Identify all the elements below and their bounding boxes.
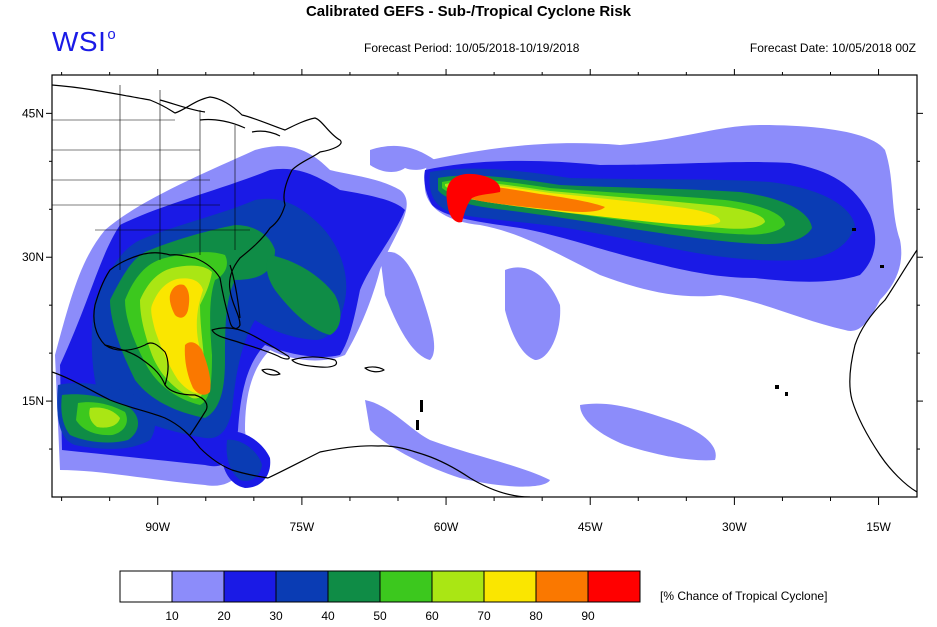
lat-label: 15N [22,394,44,408]
yucatan-border [104,344,166,386]
lat-label: 30N [22,250,44,264]
africa-coast [849,249,917,493]
chart-title: Calibrated GEFS - Sub-/Tropical Cyclone … [305,3,632,20]
legend-tick-label: 70 [477,609,491,623]
lat-label: 45N [22,106,44,120]
legend-swatch [119,570,173,603]
florida [229,264,241,319]
legend-swatch [483,570,537,603]
forecast-period: Forecast Period: 10/05/2018-10/19/2018 [364,41,580,55]
mexico-coast [93,304,208,436]
risk-contours [55,125,902,488]
legend-swatch [171,570,225,603]
forecast-date: Forecast Date: 10/05/2018 00Z [749,41,916,55]
small-islands [416,228,884,430]
legend-tick-label: 20 [217,609,231,623]
great-lakes [159,99,281,137]
contour-90 [446,173,501,223]
lon-label: 45W [578,520,603,534]
lon-label: 15W [866,520,891,534]
map-frame [51,74,918,498]
logo-mark: o [107,26,117,43]
us-east-coast [52,84,342,329]
state-borders [52,85,250,270]
legend-tick-label: 40 [321,609,335,623]
axis-labels: 90W 75W 60W 45W 30W 15W 45N 30N 15N [22,106,892,534]
central-america [52,371,269,479]
legend-tick-label: 80 [529,609,543,623]
legend-swatch [275,570,329,603]
cuba [211,327,290,360]
legend-tick-label: 50 [373,609,387,623]
legend-swatch [587,570,641,603]
wsi-logo: WSIo [52,26,116,58]
lon-label: 30W [722,520,747,534]
legend-tick-label: 10 [165,609,179,623]
legend-swatch [431,570,485,603]
lon-label: 60W [434,520,459,534]
legend-swatch [535,570,589,603]
south-america-north [267,445,531,497]
axis-ticks [46,69,923,505]
jamaica [261,368,281,376]
coastlines [52,84,917,497]
lon-label: 90W [145,520,170,534]
legend-swatch [327,570,381,603]
legend-tick-label: 30 [269,609,283,623]
legend-label: [% Chance of Tropical Cyclone] [660,589,828,603]
puerto-rico [364,366,385,373]
legend-colorbar: 10 20 30 40 50 60 70 80 90 [119,570,641,623]
lon-label: 75W [290,520,315,534]
legend-swatch [379,570,433,603]
legend-tick-label: 60 [425,609,439,623]
hispaniola [291,356,338,368]
legend-tick-label: 90 [581,609,595,623]
logo-text: WSI [52,26,107,57]
legend-swatch [223,570,277,603]
